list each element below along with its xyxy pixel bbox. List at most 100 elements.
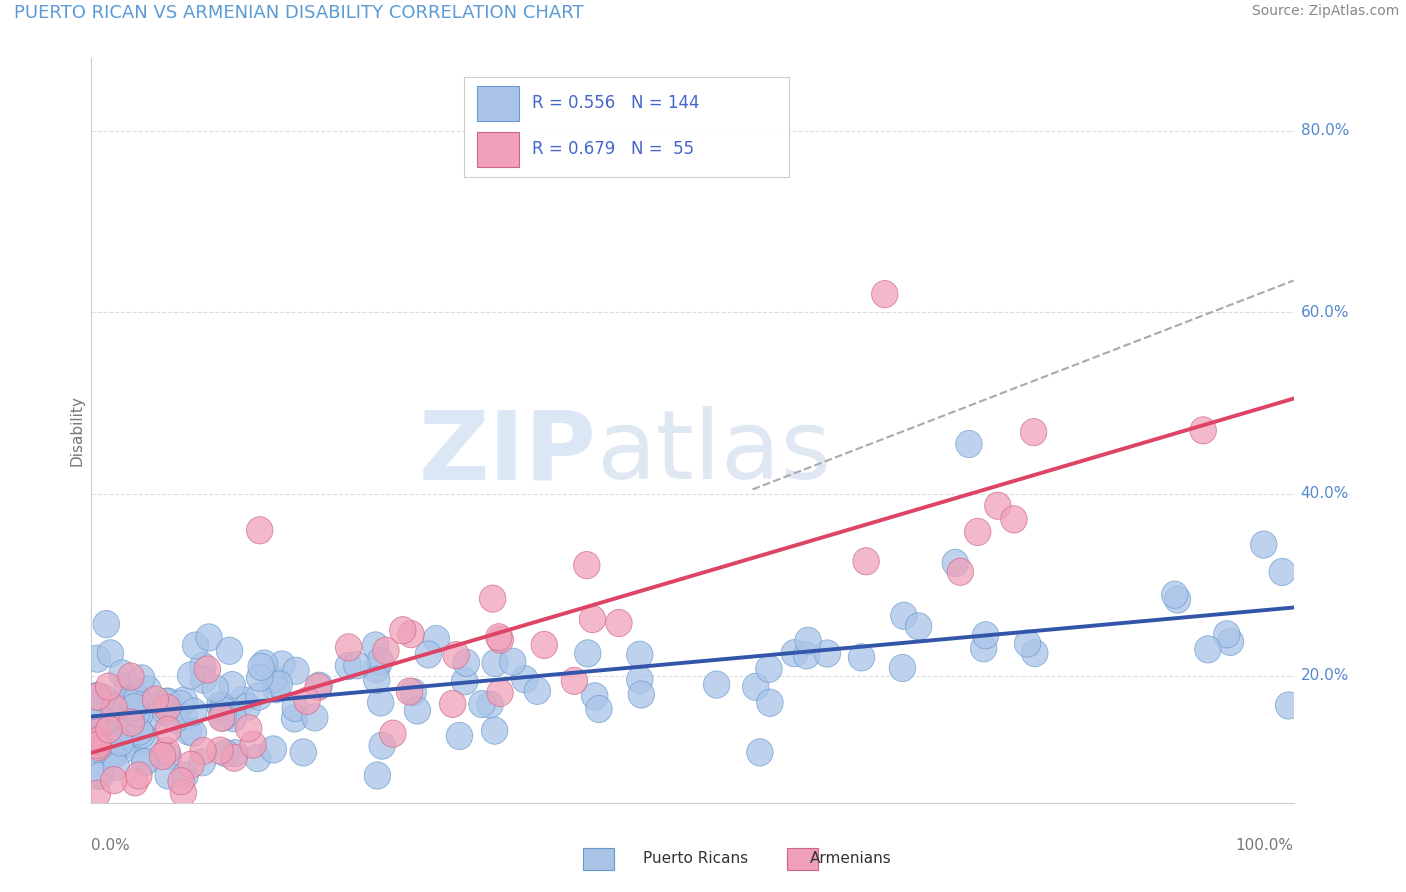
Ellipse shape [211,697,236,724]
Ellipse shape [247,653,274,681]
Ellipse shape [121,693,148,721]
Text: 40.0%: 40.0% [1301,486,1348,501]
Ellipse shape [84,735,111,763]
Ellipse shape [446,723,472,749]
Ellipse shape [118,663,145,690]
Ellipse shape [246,683,273,710]
Ellipse shape [118,731,145,758]
Ellipse shape [176,718,201,745]
Ellipse shape [373,637,399,665]
Ellipse shape [91,708,118,736]
Ellipse shape [84,727,111,755]
Ellipse shape [283,657,309,684]
Ellipse shape [1001,506,1028,533]
Ellipse shape [172,687,197,714]
Ellipse shape [335,652,361,680]
Ellipse shape [368,732,395,759]
Ellipse shape [1218,628,1244,656]
Ellipse shape [423,625,450,653]
Ellipse shape [162,706,188,733]
Ellipse shape [380,720,406,747]
Ellipse shape [814,640,841,667]
Ellipse shape [485,624,512,651]
Ellipse shape [96,715,122,743]
Ellipse shape [101,694,128,722]
Text: Puerto Ricans: Puerto Ricans [644,851,748,865]
Ellipse shape [747,739,773,766]
Ellipse shape [524,677,551,705]
Ellipse shape [481,717,508,744]
Ellipse shape [794,627,821,655]
Ellipse shape [1275,692,1302,719]
Ellipse shape [153,694,180,722]
Ellipse shape [209,704,236,731]
Ellipse shape [208,704,235,731]
Ellipse shape [142,686,169,714]
Ellipse shape [170,779,197,806]
Ellipse shape [128,665,155,692]
Ellipse shape [132,725,159,752]
Ellipse shape [363,656,389,682]
Ellipse shape [114,673,141,700]
Ellipse shape [84,699,111,727]
Ellipse shape [177,751,204,779]
Ellipse shape [1195,636,1222,663]
Ellipse shape [451,668,478,695]
Ellipse shape [755,656,782,682]
Ellipse shape [246,664,273,691]
Ellipse shape [398,621,425,648]
Ellipse shape [890,602,917,630]
Ellipse shape [260,736,287,763]
Ellipse shape [100,739,125,767]
Ellipse shape [118,709,145,736]
Ellipse shape [219,672,246,698]
Ellipse shape [235,714,262,742]
Ellipse shape [96,673,122,700]
Text: Armenians: Armenians [810,851,891,865]
Ellipse shape [190,666,217,693]
Ellipse shape [84,719,111,746]
Ellipse shape [194,656,221,683]
Ellipse shape [207,737,233,764]
Ellipse shape [782,640,807,667]
Ellipse shape [127,701,153,729]
Ellipse shape [117,716,143,743]
Ellipse shape [207,692,233,719]
Ellipse shape [167,768,194,795]
Ellipse shape [125,762,152,789]
Ellipse shape [956,431,983,458]
Ellipse shape [389,616,416,644]
Ellipse shape [84,762,111,789]
Ellipse shape [628,681,655,708]
Ellipse shape [482,649,509,677]
Ellipse shape [108,660,135,687]
Ellipse shape [853,548,879,575]
Ellipse shape [367,689,394,716]
Text: 80.0%: 80.0% [1301,123,1348,138]
Ellipse shape [336,634,361,661]
Ellipse shape [574,551,600,579]
Ellipse shape [290,739,316,766]
Ellipse shape [97,640,124,667]
Ellipse shape [1022,640,1047,666]
Bar [477,132,519,167]
Ellipse shape [209,693,236,721]
Ellipse shape [1161,581,1188,608]
Ellipse shape [889,655,915,681]
Ellipse shape [107,729,134,756]
Ellipse shape [305,673,332,700]
Ellipse shape [152,689,179,715]
Ellipse shape [110,723,136,749]
Text: atlas: atlas [596,406,831,500]
Ellipse shape [440,690,465,717]
Ellipse shape [84,733,111,761]
Ellipse shape [1189,417,1216,444]
Ellipse shape [84,780,111,807]
Ellipse shape [756,690,783,716]
Ellipse shape [703,671,730,698]
Ellipse shape [973,622,998,648]
Ellipse shape [1014,630,1040,657]
Ellipse shape [477,691,503,718]
Ellipse shape [103,753,129,780]
Ellipse shape [84,731,111,759]
